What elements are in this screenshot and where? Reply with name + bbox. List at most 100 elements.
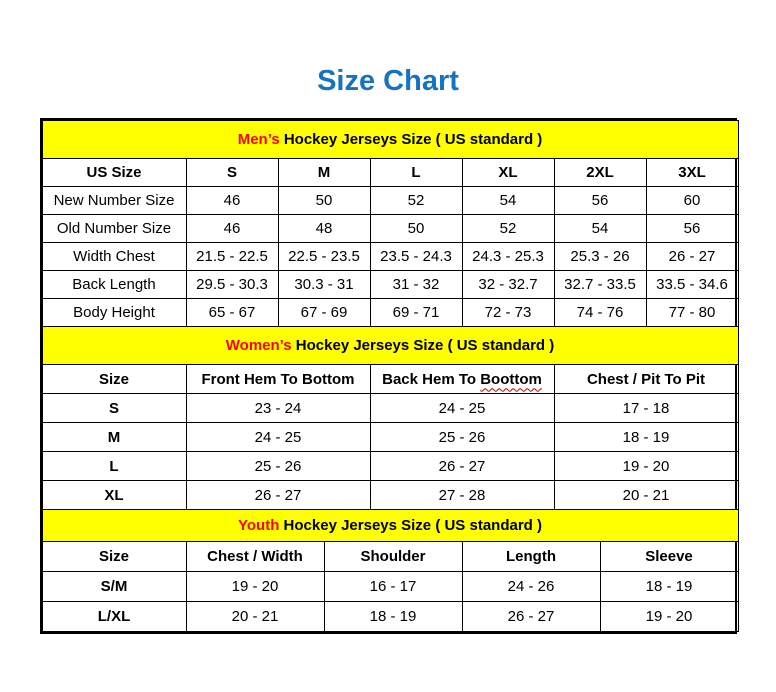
table-cell: 77 - 80 (645, 298, 739, 327)
table-cell: 24.3 - 25.3 (461, 242, 555, 271)
table-cell: 26 - 27 (369, 451, 555, 481)
youth-header-sleeve: Sleeve (599, 541, 739, 572)
youth-header-chest-width: Chest / Width (185, 541, 325, 572)
table-cell: 31 - 32 (369, 270, 463, 299)
womens-row-m: M 24 - 25 25 - 26 18 - 19 (41, 422, 739, 452)
table-cell: 74 - 76 (553, 298, 647, 327)
womens-header-size: Size (41, 364, 187, 394)
youth-banner-highlight: Youth (238, 517, 280, 534)
table-cell: 19 - 20 (185, 571, 325, 602)
row-label: Width Chest (41, 242, 187, 271)
table-cell: 46 (185, 214, 279, 243)
table-cell: 24 - 25 (369, 393, 555, 423)
table-cell: 19 - 20 (553, 451, 739, 481)
row-label: Body Height (41, 298, 187, 327)
size-chart-container: Men’s Hockey Jerseys Size ( US standard … (39, 118, 739, 634)
table-cell: 69 - 71 (369, 298, 463, 327)
womens-header-chest: Chest / Pit To Pit (553, 364, 739, 394)
table-cell: 48 (277, 214, 371, 243)
womens-header-front-hem: Front Hem To Bottom (185, 364, 371, 394)
table-cell: 32.7 - 33.5 (553, 270, 647, 299)
youth-section-banner: Youth Hockey Jerseys Size ( US standard … (41, 509, 739, 542)
table-cell: 25 - 26 (369, 422, 555, 452)
row-label: Old Number Size (41, 214, 187, 243)
table-cell: 26 - 27 (461, 601, 601, 632)
table-cell: 18 - 19 (553, 422, 739, 452)
mens-banner-text: Hockey Jerseys Size ( US standard ) (279, 131, 543, 148)
back-hem-label-prefix: Back Hem To (382, 370, 481, 388)
row-label: Back Length (41, 270, 187, 299)
size-chart-table: Men’s Hockey Jerseys Size ( US standard … (41, 120, 739, 632)
womens-section-banner: Women’s Hockey Jerseys Size ( US standar… (41, 326, 739, 365)
womens-header-row: Size Front Hem To Bottom Back Hem To Boo… (41, 364, 739, 394)
page-title: Size Chart (317, 65, 459, 97)
mens-header-l: L (369, 158, 463, 187)
table-cell: 17 - 18 (553, 393, 739, 423)
youth-banner-text: Hockey Jerseys Size ( US standard ) (279, 517, 542, 534)
mens-header-row: US Size S M L XL 2XL 3XL (41, 158, 739, 187)
mens-row-width-chest: Width Chest 21.5 - 22.5 22.5 - 23.5 23.5… (41, 242, 739, 271)
table-cell: 67 - 69 (277, 298, 371, 327)
table-cell: 33.5 - 34.6 (645, 270, 739, 299)
table-cell: 54 (461, 186, 555, 215)
size-chart-page: Size Chart Men’s Hockey Jerseys Size ( U… (0, 64, 776, 634)
womens-banner-text: Hockey Jerseys Size ( US standard ) (291, 337, 555, 354)
table-cell: 60 (645, 186, 739, 215)
womens-row-l: L 25 - 26 26 - 27 19 - 20 (41, 451, 739, 481)
womens-banner-cell: Women’s Hockey Jerseys Size ( US standar… (41, 326, 739, 365)
mens-banner-highlight: Men’s (237, 131, 280, 148)
womens-banner-highlight: Women’s (225, 337, 292, 354)
mens-banner-cell: Men’s Hockey Jerseys Size ( US standard … (41, 120, 739, 159)
table-cell: 32 - 32.7 (461, 270, 555, 299)
table-cell: 72 - 73 (461, 298, 555, 327)
table-cell: 26 - 27 (645, 242, 739, 271)
table-cell: 24 - 26 (461, 571, 601, 602)
mens-header-m: M (277, 158, 371, 187)
table-cell: 56 (645, 214, 739, 243)
youth-header-row: Size Chest / Width Shoulder Length Sleev… (41, 541, 739, 572)
mens-row-old-number-size: Old Number Size 46 48 50 52 54 56 (41, 214, 739, 243)
table-cell: 16 - 17 (323, 571, 463, 602)
row-label: M (41, 422, 187, 452)
row-label: S (41, 393, 187, 423)
mens-row-new-number-size: New Number Size 46 50 52 54 56 60 (41, 186, 739, 215)
table-cell: 54 (553, 214, 647, 243)
youth-banner-cell: Youth Hockey Jerseys Size ( US standard … (41, 509, 739, 542)
mens-header-s: S (185, 158, 279, 187)
table-cell: 20 - 21 (185, 601, 325, 632)
table-cell: 18 - 19 (323, 601, 463, 632)
womens-row-xl: XL 26 - 27 27 - 28 20 - 21 (41, 480, 739, 510)
mens-header-us-size: US Size (41, 158, 187, 187)
table-cell: 50 (369, 214, 463, 243)
youth-row-sm: S/M 19 - 20 16 - 17 24 - 26 18 - 19 (41, 571, 739, 602)
table-cell: 65 - 67 (185, 298, 279, 327)
table-cell: 23 - 24 (185, 393, 371, 423)
table-cell: 18 - 19 (599, 571, 739, 602)
womens-header-back-hem: Back Hem To Boottom (369, 364, 555, 394)
mens-row-body-height: Body Height 65 - 67 67 - 69 69 - 71 72 -… (41, 298, 739, 327)
table-cell: 56 (553, 186, 647, 215)
row-label: XL (41, 480, 187, 510)
misspelled-word: Boottom (480, 370, 542, 388)
youth-header-length: Length (461, 541, 601, 572)
row-label: New Number Size (41, 186, 187, 215)
youth-header-shoulder: Shoulder (323, 541, 463, 572)
table-cell: 46 (185, 186, 279, 215)
table-cell: 20 - 21 (553, 480, 739, 510)
table-cell: 21.5 - 22.5 (185, 242, 279, 271)
mens-section-banner: Men’s Hockey Jerseys Size ( US standard … (41, 120, 739, 159)
table-cell: 50 (277, 186, 371, 215)
row-label: S/M (41, 571, 187, 602)
table-cell: 23.5 - 24.3 (369, 242, 463, 271)
row-label: L (41, 451, 187, 481)
mens-row-back-length: Back Length 29.5 - 30.3 30.3 - 31 31 - 3… (41, 270, 739, 299)
youth-header-size: Size (41, 541, 187, 572)
table-cell: 52 (461, 214, 555, 243)
youth-row-lxl: L/XL 20 - 21 18 - 19 26 - 27 19 - 20 (41, 601, 739, 632)
table-cell: 52 (369, 186, 463, 215)
table-cell: 26 - 27 (185, 480, 371, 510)
table-cell: 24 - 25 (185, 422, 371, 452)
table-cell: 25 - 26 (185, 451, 371, 481)
mens-header-xl: XL (461, 158, 555, 187)
table-cell: 22.5 - 23.5 (277, 242, 371, 271)
